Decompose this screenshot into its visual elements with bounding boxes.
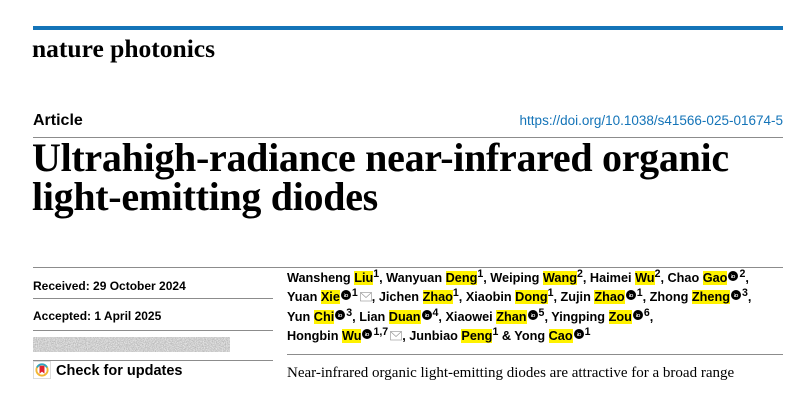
svg-text:iD: iD bbox=[636, 312, 641, 317]
svg-text:iD: iD bbox=[576, 332, 581, 337]
svg-text:iD: iD bbox=[338, 312, 343, 317]
svg-text:iD: iD bbox=[628, 293, 633, 298]
svg-text:iD: iD bbox=[731, 274, 736, 279]
svg-text:iD: iD bbox=[530, 312, 535, 317]
svg-text:iD: iD bbox=[365, 332, 370, 337]
svg-text:iD: iD bbox=[344, 293, 349, 298]
svg-text:iD: iD bbox=[734, 293, 739, 298]
svg-text:iD: iD bbox=[424, 312, 429, 317]
